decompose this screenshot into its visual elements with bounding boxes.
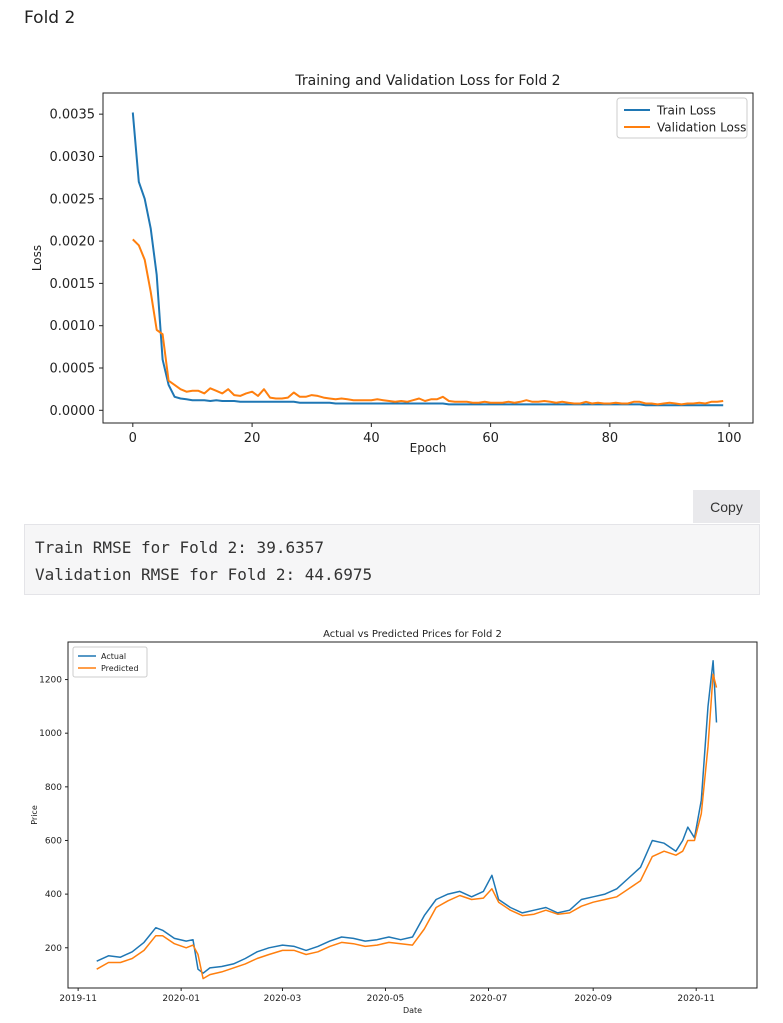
price-chart-title: Actual vs Predicted Prices for Fold 2: [323, 629, 502, 640]
loss-chart: Training and Validation Loss for Fold 2 0…: [30, 73, 754, 455]
loss-x-axis-label: Epoch: [410, 441, 447, 455]
loss-y-tick-label: 0.0035: [50, 108, 96, 123]
price-x-axis-label: Date: [403, 1006, 422, 1015]
validation-rmse-text: Validation RMSE for Fold 2: 44.6975: [35, 565, 373, 584]
price-x-tick-label: 2020-05: [367, 994, 405, 1004]
price-y-tick-label: 800: [45, 783, 62, 793]
loss-y-tick-label: 0.0015: [50, 277, 96, 292]
price-x-tick-label: 2020-01: [162, 994, 200, 1004]
loss-x-tick-label: 40: [363, 431, 380, 446]
loss-series-train-line: [131, 112, 724, 407]
price-legend-label: Predicted: [101, 664, 139, 673]
loss-y-tick-label: 0.0010: [50, 319, 96, 334]
copy-button[interactable]: Copy: [693, 490, 760, 523]
loss-x-tick-label: 60: [482, 431, 499, 446]
price-y-axis-label: Price: [30, 805, 39, 825]
price-x-tick-label: 2020-11: [677, 994, 715, 1004]
price-plot-frame: [67, 641, 758, 989]
price-series-actual-line: [96, 660, 718, 974]
price-x-tick-label: 2020-03: [264, 994, 302, 1004]
loss-y-tick-label: 0.0020: [50, 235, 96, 250]
loss-y-tick-label: 0.0030: [50, 150, 96, 165]
price-y-tick-label: 200: [45, 944, 62, 954]
train-rmse-text: Train RMSE for Fold 2: 39.6357: [35, 538, 324, 557]
price-x-tick-label: 2020-07: [470, 994, 508, 1004]
price-y-tick-label: 600: [45, 836, 62, 846]
price-legend-label: Actual: [101, 652, 126, 661]
loss-x-tick-label: 100: [717, 431, 742, 446]
price-series-predicted-line: [96, 673, 718, 980]
output-heading: Fold 2: [24, 8, 76, 28]
price-y-tick-label: 1200: [39, 676, 62, 686]
price-x-tick-label: 2019-11: [59, 994, 97, 1004]
loss-chart-title: Training and Validation Loss for Fold 2: [294, 73, 560, 89]
loss-x-tick-label: 80: [602, 431, 619, 446]
price-legend-box: [72, 646, 148, 678]
loss-legend-label: Train Loss: [656, 104, 716, 118]
loss-y-tick-label: 0.0000: [50, 404, 96, 419]
loss-plot-frame: [102, 92, 754, 424]
loss-x-tick-label: 20: [244, 431, 261, 446]
loss-legend-label: Validation Loss: [657, 121, 746, 135]
price-chart: Actual vs Predicted Prices for Fold 2 201…: [30, 629, 758, 1015]
loss-y-tick-label: 0.0005: [50, 362, 96, 377]
loss-y-tick-label: 0.0025: [50, 192, 96, 207]
output-block: Train RMSE for Fold 2: 39.6357 Validatio…: [24, 524, 760, 595]
loss-x-tick-label: 0: [129, 431, 137, 446]
price-x-tick-label: 2020-09: [574, 994, 612, 1004]
loss-y-axis-label: Loss: [30, 245, 44, 271]
price-y-tick-label: 400: [45, 890, 62, 900]
loss-series-validation-line: [132, 238, 724, 406]
price-y-tick-label: 1000: [39, 729, 62, 739]
